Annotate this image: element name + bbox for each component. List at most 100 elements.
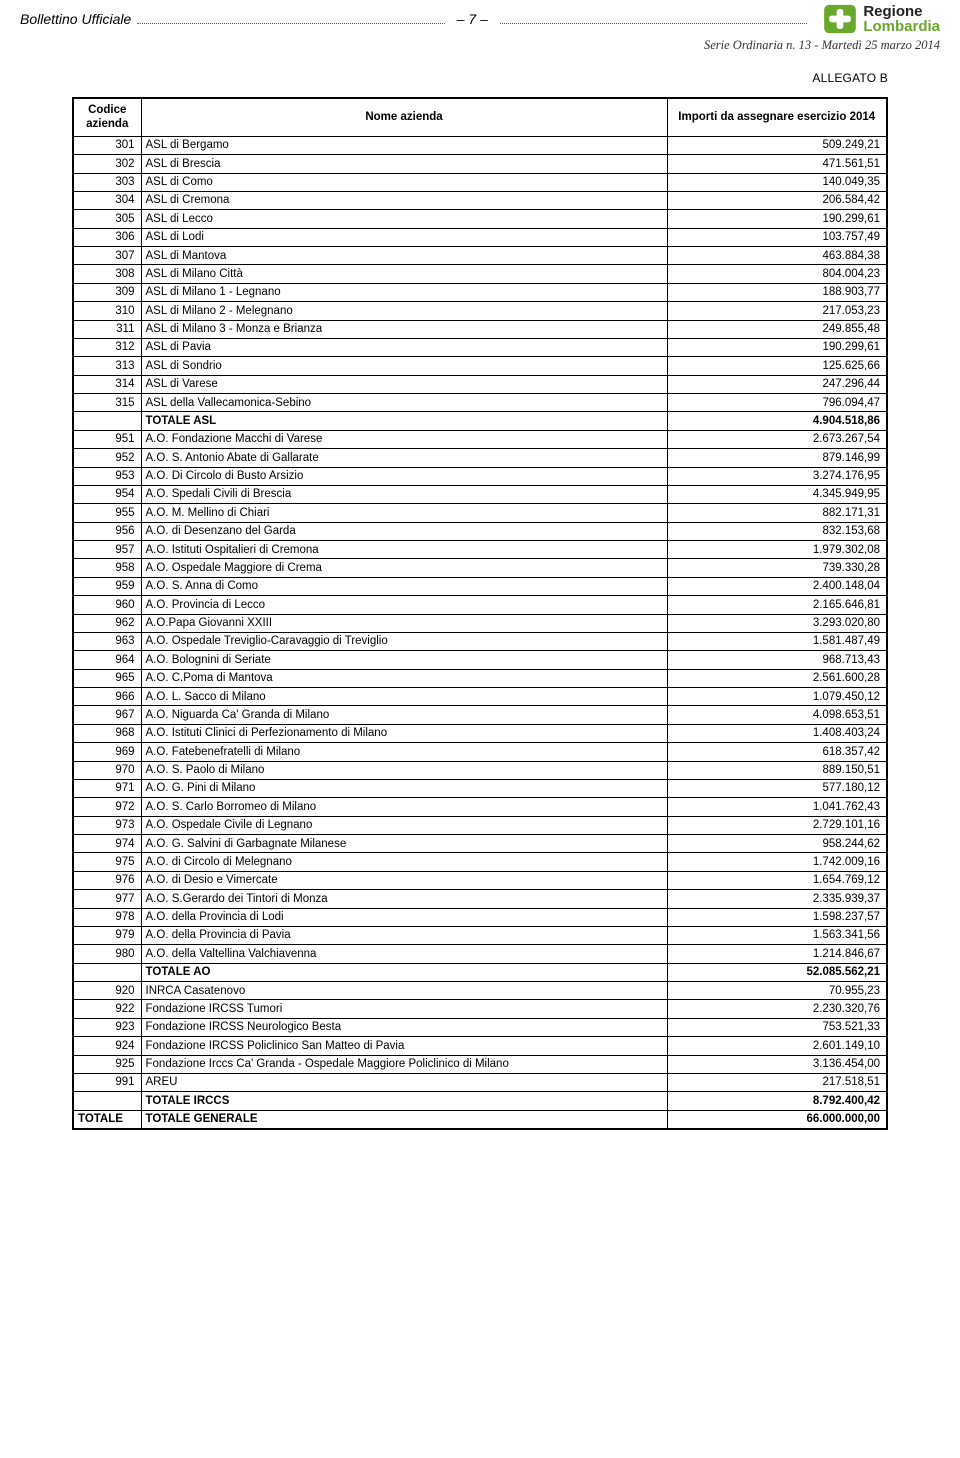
cell-code: 959 [73,577,141,595]
cell-importo: 1.742.009,16 [667,853,887,871]
cell-name: A.O. Fatebenefratelli di Milano [141,743,667,761]
bollettino-title: Bollettino Ufficiale [20,11,131,27]
cell-importo: 882.171,31 [667,504,887,522]
cell-name: ASL di Milano Città [141,265,667,283]
region-label-bottom: Lombardia [863,19,940,34]
cell-code: 314 [73,375,141,393]
cell-name: A.O. S. Antonio Abate di Gallarate [141,449,667,467]
table-row: TOTALETOTALE GENERALE66.000.000,00 [73,1110,887,1129]
cell-code: 978 [73,908,141,926]
table-row: 991AREU217.518,51 [73,1073,887,1091]
table-row: 958A.O. Ospedale Maggiore di Crema739.33… [73,559,887,577]
cell-code: 951 [73,430,141,448]
cell-name: A.O. M. Mellino di Chiari [141,504,667,522]
table-row: 310ASL di Milano 2 - Melegnano217.053,23 [73,302,887,320]
cell-name: A.O. della Provincia di Pavia [141,926,667,944]
cell-code: 974 [73,835,141,853]
lombardia-cross-icon [823,4,857,34]
cell-importo: 103.757,49 [667,228,887,246]
table-row: 975A.O. di Circolo di Melegnano1.742.009… [73,853,887,871]
table-row: 959A.O. S. Anna di Como2.400.148,04 [73,577,887,595]
cell-name: ASL di Varese [141,375,667,393]
table-row: 923Fondazione IRCSS Neurologico Besta753… [73,1018,887,1036]
cell-name: TOTALE ASL [141,412,667,430]
cell-name: INRCA Casatenovo [141,982,667,1000]
table-row: 301ASL di Bergamo509.249,21 [73,136,887,154]
table-row: 954A.O. Spedali Civili di Brescia4.345.9… [73,485,887,503]
cell-code: 991 [73,1073,141,1091]
table-row: 302ASL di Brescia471.561,51 [73,155,887,173]
cell-name: A.O. Ospedale Civile di Legnano [141,816,667,834]
table-row: 962A.O.Papa Giovanni XXIII3.293.020,80 [73,614,887,632]
table-row: 307ASL di Mantova463.884,38 [73,247,887,265]
table-row: 963A.O. Ospedale Treviglio-Caravaggio di… [73,632,887,650]
cell-name: Fondazione IRCSS Neurologico Besta [141,1018,667,1036]
cell-code: 308 [73,265,141,283]
table-row: 314ASL di Varese247.296,44 [73,375,887,393]
cell-name: ASL di Pavia [141,338,667,356]
table-container: Codice azienda Nome azienda Importi da a… [0,93,960,1150]
cell-name: Fondazione Irccs Ca' Granda - Ospedale M… [141,1055,667,1073]
cell-importo: 796.094,47 [667,394,887,412]
divider-line-left [137,23,444,24]
table-header-row: Codice azienda Nome azienda Importi da a… [73,98,887,136]
table-row: 952A.O. S. Antonio Abate di Gallarate879… [73,449,887,467]
cell-name: ASL di Cremona [141,191,667,209]
cell-importo: 1.598.237,57 [667,908,887,926]
col-codice: Codice azienda [73,98,141,136]
cell-importo: 4.345.949,95 [667,485,887,503]
cell-name: ASL di Como [141,173,667,191]
table-row: 312ASL di Pavia190.299,61 [73,338,887,356]
region-label-top: Regione [863,4,940,19]
cell-importo: 1.079.450,12 [667,688,887,706]
cell-code: 964 [73,651,141,669]
cell-importo: 509.249,21 [667,136,887,154]
table-row: 304ASL di Cremona206.584,42 [73,191,887,209]
cell-code: 311 [73,320,141,338]
cell-name: TOTALE IRCCS [141,1092,667,1110]
cell-name: A.O. di Desio e Vimercate [141,871,667,889]
cell-code: 301 [73,136,141,154]
cell-importo: 3.136.454,00 [667,1055,887,1073]
cell-name: A.O.Papa Giovanni XXIII [141,614,667,632]
page-number: – 7 – [451,11,494,27]
cell-name: A.O. C.Poma di Mantova [141,669,667,687]
cell-code: 303 [73,173,141,191]
cell-code: 973 [73,816,141,834]
allocation-table: Codice azienda Nome azienda Importi da a… [72,97,888,1130]
cell-importo: 2.165.646,81 [667,596,887,614]
cell-importo: 968.713,43 [667,651,887,669]
cell-code: 310 [73,302,141,320]
cell-name: Fondazione IRCSS Tumori [141,1000,667,1018]
cell-importo: 889.150,51 [667,761,887,779]
cell-importo: 190.299,61 [667,210,887,228]
table-row: 965A.O. C.Poma di Mantova2.561.600,28 [73,669,887,687]
table-row: 974A.O. G. Salvini di Garbagnate Milanes… [73,835,887,853]
cell-importo: 958.244,62 [667,835,887,853]
cell-code: 980 [73,945,141,963]
cell-importo: 463.884,38 [667,247,887,265]
table-row: 968A.O. Istituti Clinici di Perfezioname… [73,724,887,742]
cell-name: ASL di Sondrio [141,357,667,375]
table-row: 957A.O. Istituti Ospitalieri di Cremona1… [73,541,887,559]
cell-code [73,1092,141,1110]
cell-code: 963 [73,632,141,650]
table-row: 313ASL di Sondrio125.625,66 [73,357,887,375]
cell-name: A.O. S. Carlo Borromeo di Milano [141,798,667,816]
cell-importo: 2.601.149,10 [667,1037,887,1055]
cell-importo: 188.903,77 [667,283,887,301]
table-row: 976A.O. di Desio e Vimercate1.654.769,12 [73,871,887,889]
cell-importo: 2.400.148,04 [667,577,887,595]
cell-importo: 618.357,42 [667,743,887,761]
cell-name: ASL di Brescia [141,155,667,173]
cell-importo: 879.146,99 [667,449,887,467]
cell-code: 958 [73,559,141,577]
cell-code: 965 [73,669,141,687]
cell-name: ASL di Milano 2 - Melegnano [141,302,667,320]
table-row: 972A.O. S. Carlo Borromeo di Milano1.041… [73,798,887,816]
cell-name: ASL della Vallecamonica-Sebino [141,394,667,412]
cell-importo: 753.521,33 [667,1018,887,1036]
cell-name: ASL di Lodi [141,228,667,246]
cell-code: 305 [73,210,141,228]
cell-code: 967 [73,706,141,724]
